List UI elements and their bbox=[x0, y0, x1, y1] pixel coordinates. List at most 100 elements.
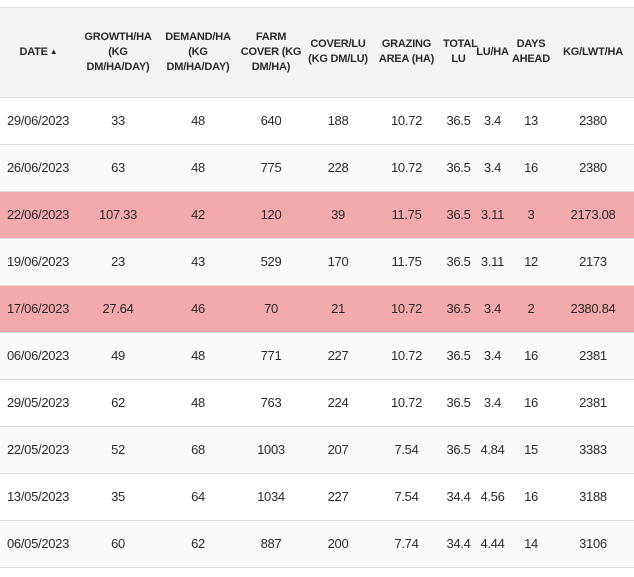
cell-kg-lwt-per-ha: 2173 bbox=[552, 238, 634, 286]
cell-kg-lwt-per-ha: 3383 bbox=[552, 426, 634, 474]
cell-total-lu: 36.5 bbox=[442, 191, 475, 239]
table-body: 29/06/2023 33 48 640 188 10.72 36.5 3.4 13 2380 26… bbox=[0, 97, 634, 568]
cell-farm-cover: 763 bbox=[237, 379, 305, 427]
column-header-growth-per-ha[interactable]: GROWTH/HA (KG DM/HA/DAY) bbox=[77, 8, 159, 98]
cell-growth-per-ha: 23 bbox=[77, 238, 159, 286]
cell-grazing-area: 10.72 bbox=[371, 332, 442, 380]
column-header-label: AREA (HA) bbox=[378, 53, 435, 66]
cell-total-lu: 36.5 bbox=[442, 238, 475, 286]
cell-lu-per-ha: 4.84 bbox=[475, 426, 510, 474]
cell-demand-per-ha: 48 bbox=[159, 332, 237, 380]
table-row[interactable]: 06/06/2023 49 48 771 227 10.72 36.5 3.4 16 2381 bbox=[0, 332, 634, 380]
cell-total-lu: 36.5 bbox=[442, 426, 475, 474]
table-row[interactable]: 19/06/2023 23 43 529 170 11.75 36.5 3.11 12 2173 bbox=[0, 238, 634, 286]
cell-date: 29/06/2023 bbox=[0, 97, 77, 145]
table-row[interactable]: 26/06/2023 63 48 775 228 10.72 36.5 3.4 16 2380 bbox=[0, 144, 634, 192]
table-row[interactable]: 13/05/2023 35 64 1034 227 7.54 34.4 4.56 16 3188 bbox=[0, 473, 634, 521]
cell-date: 26/06/2023 bbox=[0, 144, 77, 192]
cell-cover-per-lu: 207 bbox=[305, 426, 371, 474]
column-header-farm-cover[interactable]: FARM COVER (KG DM/HA) bbox=[237, 8, 305, 98]
cell-days-ahead: 16 bbox=[510, 332, 552, 380]
cell-grazing-area: 7.74 bbox=[371, 520, 442, 568]
column-header-label: DM/HA) bbox=[251, 60, 291, 73]
cell-demand-per-ha: 46 bbox=[159, 285, 237, 333]
column-header-label: (KG bbox=[108, 45, 128, 58]
cell-date: 17/06/2023 bbox=[0, 285, 77, 333]
cell-demand-per-ha: 43 bbox=[159, 238, 237, 286]
column-header-days-ahead[interactable]: DAYS AHEAD bbox=[510, 8, 552, 98]
column-header-label: DEMAND/HA bbox=[165, 30, 231, 43]
cell-cover-per-lu: 200 bbox=[305, 520, 371, 568]
cell-total-lu: 36.5 bbox=[442, 285, 475, 333]
top-divider bbox=[0, 7, 634, 8]
cell-demand-per-ha: 62 bbox=[159, 520, 237, 568]
cell-kg-lwt-per-ha: 3188 bbox=[552, 473, 634, 521]
cell-growth-per-ha: 35 bbox=[77, 473, 159, 521]
cell-grazing-area: 11.75 bbox=[371, 238, 442, 286]
column-header-label: DM/HA/DAY) bbox=[166, 60, 230, 73]
column-header-demand-per-ha[interactable]: DEMAND/HA (KG DM/HA/DAY) bbox=[159, 8, 237, 98]
table-row[interactable]: 29/06/2023 33 48 640 188 10.72 36.5 3.4 13 2380 bbox=[0, 97, 634, 145]
cell-date: 06/05/2023 bbox=[0, 520, 77, 568]
column-header-kg-lwt-per-ha[interactable]: KG/LWT/HA bbox=[552, 8, 634, 98]
cell-grazing-area: 10.72 bbox=[371, 144, 442, 192]
column-header-label: GROWTH/HA bbox=[84, 30, 152, 43]
column-header-label: LU bbox=[451, 53, 466, 66]
cell-lu-per-ha: 3.11 bbox=[475, 238, 510, 286]
cell-cover-per-lu: 39 bbox=[305, 191, 371, 239]
grass-cover-table: DATE ▲ GROWTH/HA (KG DM/HA/DAY) DEMAND/HA (KG D… bbox=[0, 8, 634, 568]
table-row[interactable]: 22/05/2023 52 68 1003 207 7.54 36.5 4.84 15 3383 bbox=[0, 426, 634, 474]
column-header-cover-per-lu[interactable]: COVER/LU (KG DM/LU) bbox=[305, 8, 371, 98]
column-header-grazing-area[interactable]: GRAZING AREA (HA) bbox=[371, 8, 442, 98]
cell-kg-lwt-per-ha: 2381 bbox=[552, 332, 634, 380]
cell-cover-per-lu: 188 bbox=[305, 97, 371, 145]
cell-demand-per-ha: 64 bbox=[159, 473, 237, 521]
table-row[interactable]: 29/05/2023 62 48 763 224 10.72 36.5 3.4 16 2381 bbox=[0, 379, 634, 427]
column-header-label: (KG bbox=[188, 45, 208, 58]
column-header-lu-per-ha[interactable]: LU/HA bbox=[475, 8, 510, 98]
cell-kg-lwt-per-ha: 2380 bbox=[552, 144, 634, 192]
column-header-label: KG/LWT/HA bbox=[563, 45, 623, 58]
column-header-date[interactable]: DATE ▲ bbox=[0, 8, 77, 98]
cell-lu-per-ha: 3.4 bbox=[475, 97, 510, 145]
cell-grazing-area: 10.72 bbox=[371, 379, 442, 427]
cell-days-ahead: 12 bbox=[510, 238, 552, 286]
column-header-label: LU/HA bbox=[476, 45, 509, 58]
cell-date: 19/06/2023 bbox=[0, 238, 77, 286]
cell-lu-per-ha: 3.4 bbox=[475, 379, 510, 427]
column-header-total-lu[interactable]: TOTAL LU bbox=[442, 8, 478, 98]
cell-days-ahead: 2 bbox=[510, 285, 552, 333]
cell-demand-per-ha: 68 bbox=[159, 426, 237, 474]
column-header-label: GRAZING bbox=[381, 38, 432, 51]
cell-kg-lwt-per-ha: 2173.08 bbox=[552, 191, 634, 239]
cell-farm-cover: 1003 bbox=[237, 426, 305, 474]
cell-grazing-area: 7.54 bbox=[371, 473, 442, 521]
header-row: DATE ▲ GROWTH/HA (KG DM/HA/DAY) DEMAND/HA (KG D… bbox=[0, 8, 634, 98]
cell-cover-per-lu: 227 bbox=[305, 332, 371, 380]
column-header-label: DAYS bbox=[516, 38, 546, 51]
cell-days-ahead: 16 bbox=[510, 144, 552, 192]
column-header-label: (KG DM/LU) bbox=[308, 53, 368, 66]
cell-demand-per-ha: 48 bbox=[159, 379, 237, 427]
cell-farm-cover: 887 bbox=[237, 520, 305, 568]
table-row-flagged[interactable]: 17/06/2023 27.64 46 70 21 10.72 36.5 3.4 2 2380.8… bbox=[0, 285, 634, 333]
cell-lu-per-ha: 3.4 bbox=[475, 332, 510, 380]
column-header-label: DATE ▲ bbox=[1, 44, 76, 60]
cell-farm-cover: 120 bbox=[237, 191, 305, 239]
cell-farm-cover: 775 bbox=[237, 144, 305, 192]
column-header-label: COVER (KG bbox=[240, 45, 302, 58]
table-row-flagged[interactable]: 22/06/2023 107.33 42 120 39 11.75 36.5 3.11 3 217… bbox=[0, 191, 634, 239]
column-header-label: TOTAL bbox=[443, 38, 478, 51]
cell-growth-per-ha: 33 bbox=[77, 97, 159, 145]
cell-cover-per-lu: 224 bbox=[305, 379, 371, 427]
cell-lu-per-ha: 4.44 bbox=[475, 520, 510, 568]
cell-farm-cover: 1034 bbox=[237, 473, 305, 521]
cell-total-lu: 36.5 bbox=[442, 97, 475, 145]
cell-total-lu: 34.4 bbox=[442, 473, 475, 521]
sort-ascending-icon[interactable]: ▲ bbox=[49, 47, 58, 57]
cell-date: 13/05/2023 bbox=[0, 473, 77, 521]
table-row[interactable]: 06/05/2023 60 62 887 200 7.74 34.4 4.44 14 3106 bbox=[0, 520, 634, 568]
cell-demand-per-ha: 48 bbox=[159, 97, 237, 145]
cell-days-ahead: 3 bbox=[510, 191, 552, 239]
cell-cover-per-lu: 227 bbox=[305, 473, 371, 521]
